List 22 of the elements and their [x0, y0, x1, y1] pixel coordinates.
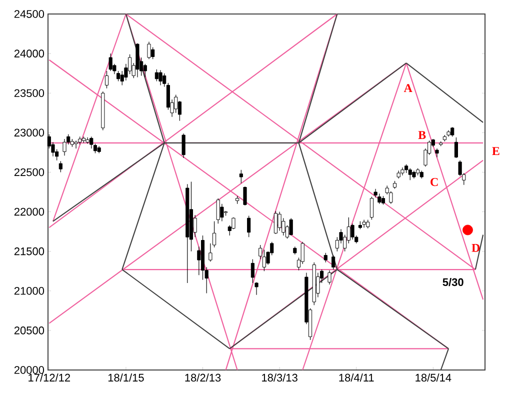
annotation: 5/30: [442, 278, 464, 286]
annotation: A: [404, 84, 412, 92]
y-tick-label: 21500: [14, 247, 44, 256]
x-tick-label: 18/1/15: [108, 374, 144, 382]
y-tick-label: 22000: [14, 208, 44, 216]
y-tick-label: 23500: [14, 89, 44, 98]
x-tick-label: 18/3/13: [262, 374, 298, 382]
annotation: B: [418, 131, 426, 139]
x-tick-label: 18/5/14: [416, 374, 452, 382]
annotation: D: [472, 244, 480, 252]
x-tick-label: 17/12/12: [28, 374, 70, 382]
y-tick-label: 24500: [14, 10, 44, 18]
text: E: [492, 147, 500, 155]
y-tick-label: 23000: [14, 128, 44, 137]
x-tick-label: 18/4/11: [339, 374, 374, 382]
y-tick-label: 24000: [14, 50, 44, 58]
y-tick-label: 20500: [14, 326, 44, 334]
annotation: C: [430, 178, 438, 186]
y-tick-label: 21000: [14, 286, 44, 295]
y-tick-label: 22500: [14, 168, 44, 176]
x-tick-label: 18/2/13: [185, 374, 221, 382]
y-tick-label: 20000: [14, 366, 44, 374]
